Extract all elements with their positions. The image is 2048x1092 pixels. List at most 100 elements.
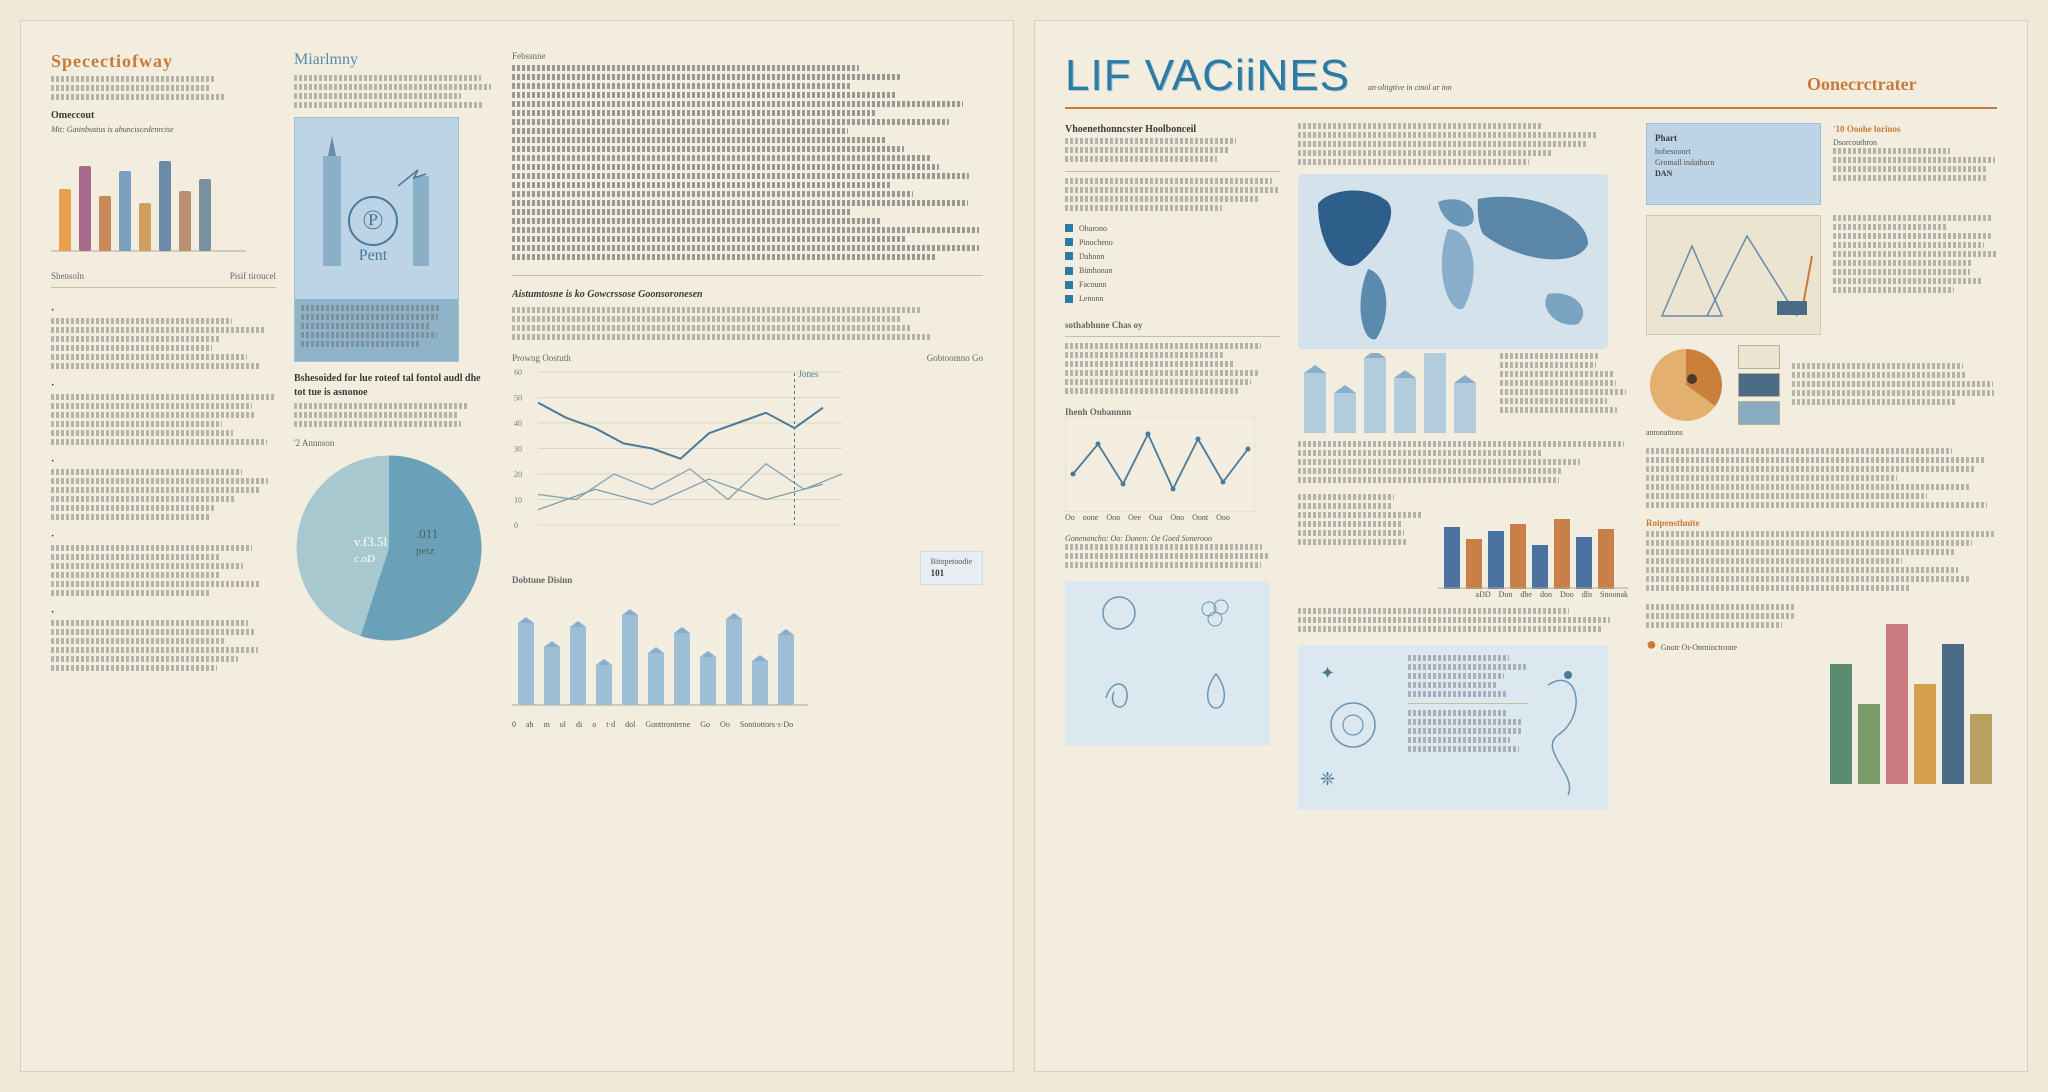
svg-text:Jones: Jones bbox=[799, 369, 819, 379]
colA-bar-chart bbox=[51, 141, 246, 271]
masthead-tag: an·oltigtive in cinol ar inn bbox=[1368, 82, 1452, 93]
rB-bar-chart bbox=[1438, 494, 1628, 589]
rA-subhead-body bbox=[1065, 138, 1280, 165]
rA-foot: Gonenoncho: Oo: Donen: Oe Goed Sonerooo bbox=[1065, 533, 1280, 544]
legend-label: Dahonn bbox=[1079, 251, 1104, 262]
masthead-title: LIF VACiiNES bbox=[1065, 51, 1350, 101]
legend-label: Pinocheno bbox=[1079, 237, 1113, 248]
right-col-a: Vhoenethonncster Hoolbonceil Oharono Pino… bbox=[1065, 123, 1280, 1033]
rB-bar-xlabels: aDDDondbedonDoodlnSnoonak bbox=[1298, 589, 1628, 600]
colB-heading: Miarlmny bbox=[294, 51, 494, 69]
colA-heading: Specectiofway bbox=[51, 51, 276, 72]
colB-poster: ℗ Pent bbox=[294, 117, 459, 362]
legend-dot bbox=[1065, 252, 1073, 260]
legend-dot bbox=[1065, 295, 1073, 303]
colA-sub: Omeccout bbox=[51, 109, 276, 124]
rC-card-s2: Gromall indathurn bbox=[1655, 157, 1812, 168]
colB-pie-sub: '2 Annnson bbox=[294, 438, 494, 448]
rC-pie-footer: antonattons bbox=[1646, 427, 1997, 438]
rC-card-s1: hobesooort bbox=[1655, 146, 1812, 157]
stacked-card bbox=[1738, 373, 1780, 397]
rA-info-panel bbox=[1065, 581, 1270, 746]
stacked-card bbox=[1738, 401, 1780, 425]
page-right: LIF VACiiNES an·oltigtive in cinol ar in… bbox=[1034, 20, 2028, 1072]
rC-card-title: Phart bbox=[1655, 132, 1812, 146]
rC-pie bbox=[1646, 345, 1726, 425]
legend-dot bbox=[1065, 224, 1073, 232]
svg-text:20: 20 bbox=[514, 470, 522, 479]
colA-bar-right-label: Pisif tiroucel bbox=[230, 271, 276, 281]
line-title-r: Gobtoomno Go bbox=[927, 353, 983, 363]
left-col-a: Specectiofway Omeccout Mit: Gatinbustus … bbox=[51, 51, 276, 1041]
colA-bar-left-label: Shensoln bbox=[51, 271, 84, 281]
colB-pie-chart: v.f3.5lc.oD.011petz bbox=[294, 448, 494, 643]
colA-body: ····· bbox=[51, 294, 276, 675]
legend-label: Bimhonan bbox=[1079, 265, 1112, 276]
rC-bullets-label: '10 Ooohe lorinos bbox=[1833, 123, 1997, 137]
svg-text:v.f3.5l: v.f3.5l bbox=[354, 534, 387, 549]
rC-color-bars bbox=[1822, 604, 1997, 784]
colC-sidebox-num: 101 bbox=[931, 567, 972, 581]
page-left: Specectiofway Omeccout Mit: Gatinbustus … bbox=[20, 20, 1014, 1072]
svg-text:30: 30 bbox=[514, 444, 522, 453]
poster-footer bbox=[301, 305, 452, 347]
rA-legend: Oharono Pinocheno Dahonn Bimhonan Facounn Len… bbox=[1065, 220, 1280, 308]
rC-card: Phart hobesooort Gromall indathurn DAN bbox=[1646, 123, 1821, 205]
rC-stacked-cards bbox=[1738, 345, 1780, 425]
rB-world-map bbox=[1298, 174, 1608, 349]
svg-text:0: 0 bbox=[514, 521, 518, 530]
colC-line-chart: 0102030405060Jones bbox=[512, 363, 842, 533]
rA-line-xlabels: OoooneOonOeeOuaOnoOontOoo bbox=[1065, 512, 1280, 523]
svg-text:40: 40 bbox=[514, 419, 522, 428]
rC-colorbar-legend bbox=[1646, 604, 1810, 628]
svg-text:❈: ❈ bbox=[1320, 769, 1335, 789]
rB-map-caption bbox=[1500, 353, 1628, 433]
colC-top-para bbox=[512, 65, 983, 263]
rC-illus-text bbox=[1833, 215, 1997, 293]
legend-label: Lenonn bbox=[1079, 293, 1103, 304]
svg-text:✦: ✦ bbox=[1320, 663, 1335, 683]
svg-text:50: 50 bbox=[514, 393, 522, 402]
rC-footer-note: Gnotr Ot-Onrninctronte bbox=[1661, 643, 1737, 652]
right-col-b: aDDDondbedonDoodlnSnoonak ✦ ❈ bbox=[1298, 123, 1628, 1033]
left-col-b: Miarlmny ℗ Pent Bshesoided for bbox=[294, 51, 494, 1041]
colC-bar-title: Dobtune Disinn bbox=[512, 575, 572, 585]
colC-bar-xlabels: 0ahmoldiot·ddolGonttronterneGoOoSontiott… bbox=[512, 719, 983, 730]
legend-label: Oharono bbox=[1079, 223, 1107, 234]
colC-poster-header: Febssnne bbox=[512, 51, 983, 61]
svg-text:60: 60 bbox=[514, 368, 522, 377]
rB-mid-para bbox=[1298, 441, 1628, 486]
svg-text:.011: .011 bbox=[416, 526, 438, 541]
rB-info-text1 bbox=[1408, 655, 1528, 697]
rB-info-text2 bbox=[1408, 710, 1528, 752]
rC-para bbox=[1646, 448, 1997, 511]
svg-text:petz: petz bbox=[416, 545, 434, 557]
rC-mid-para bbox=[1646, 531, 1997, 594]
rA-subhead: Vhoenethonncster Hoolbonceil bbox=[1065, 123, 1280, 138]
colC-sidebox-label: Bitopetoodie bbox=[931, 556, 972, 567]
r-colC-heading: Oonecrctrater bbox=[1807, 74, 1997, 95]
colB-intro bbox=[294, 75, 494, 111]
colC-bar-chart bbox=[512, 585, 808, 715]
rB-top-para bbox=[1298, 123, 1628, 168]
poster-art: ℗ Pent bbox=[303, 126, 452, 291]
rB-buildings bbox=[1298, 353, 1488, 433]
line-title: Prowng Oostuth bbox=[512, 353, 571, 363]
legend-label: Facounn bbox=[1079, 279, 1107, 290]
right-col-c: Phart hobesooort Gromall indathurn DAN '… bbox=[1646, 123, 1997, 1033]
legend-dot bbox=[1065, 267, 1073, 275]
rA-legend-title bbox=[1065, 178, 1280, 214]
rC-pie-text bbox=[1792, 363, 1997, 405]
rA-line-title: Ihenh Onbannnn bbox=[1065, 407, 1280, 417]
rA-line-chart bbox=[1065, 417, 1255, 512]
rB-info-panel: ✦ ❈ bbox=[1298, 645, 1608, 810]
rC-mid-head: Roipensthnite bbox=[1646, 517, 1997, 531]
rB-info-right bbox=[1538, 655, 1598, 800]
rA-section: sothabhune Chas oy bbox=[1065, 320, 1280, 330]
rB-bottom-para bbox=[1298, 608, 1628, 635]
colA-subline: Mit: Gatinbustus is abunciscedenrcise bbox=[51, 124, 276, 135]
rA-foot-body bbox=[1065, 544, 1280, 571]
rC-bullets-sub: Dsorcouthron bbox=[1833, 137, 1997, 148]
left-col-c: Febssnne Aistumtosne is ko Gowcrssose Go… bbox=[512, 51, 983, 1041]
rB-bar-sidepara bbox=[1298, 494, 1424, 545]
